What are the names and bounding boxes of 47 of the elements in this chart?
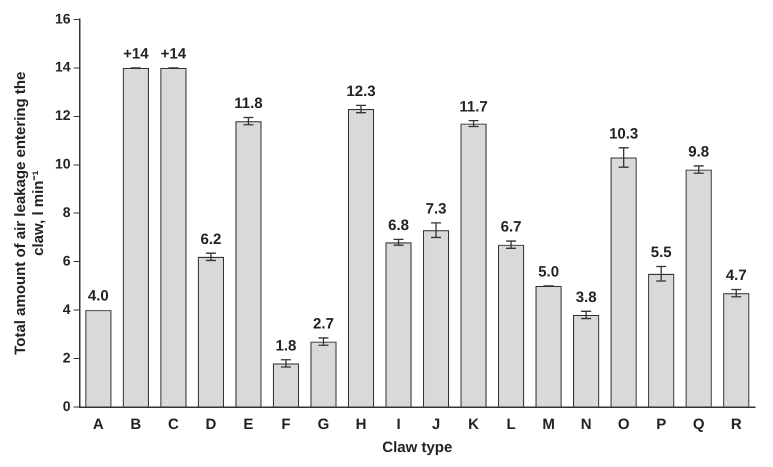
- x-tick-label: P: [656, 416, 666, 434]
- data-label: 7.3: [426, 200, 446, 218]
- data-label: 6.7: [500, 218, 522, 236]
- x-tick-label: J: [432, 416, 440, 434]
- x-tick-label: D: [205, 416, 216, 434]
- data-label: 12.3: [346, 83, 376, 100]
- data-label: 5.5: [650, 244, 672, 262]
- x-tick-label: O: [618, 416, 630, 434]
- y-tick-label: 12: [54, 107, 71, 124]
- y-tick-label: 2: [62, 349, 71, 366]
- y-tick-label: 0: [62, 398, 71, 414]
- data-label: +14: [160, 45, 187, 62]
- x-tick-label: H: [356, 416, 366, 434]
- y-tick-label: 10: [54, 156, 71, 172]
- x-tick-label: K: [468, 416, 480, 434]
- data-label: 11.7: [459, 98, 488, 116]
- x-axis-title: Claw type: [382, 439, 452, 456]
- data-label: 4.0: [88, 288, 109, 305]
- y-axis-title: Total amount of air leakage entering the claw, l min⁻¹: [12, 72, 48, 355]
- x-tick-label: E: [243, 416, 254, 434]
- data-label: 4.7: [726, 267, 747, 284]
- data-label: 10.3: [609, 125, 638, 142]
- x-tick-label: Q: [692, 416, 705, 434]
- data-label: 1.8: [276, 337, 296, 354]
- x-tick-label: B: [130, 416, 142, 434]
- x-tick-label: G: [318, 416, 330, 434]
- x-tick-label: C: [168, 416, 179, 434]
- x-tick-label: N: [580, 416, 592, 434]
- y-tick-label: 14: [54, 58, 71, 75]
- data-label: 3.8: [576, 288, 597, 306]
- x-tick-label: I: [396, 416, 401, 434]
- data-label: 6.2: [200, 230, 222, 248]
- x-tick-label: A: [92, 416, 104, 434]
- data-label: 11.8: [234, 95, 263, 112]
- y-tick-label: 16: [54, 10, 71, 26]
- y-tick-label: 6: [62, 252, 71, 269]
- y-tick-label: 8: [62, 204, 71, 220]
- data-label: +14: [123, 45, 150, 62]
- data-label: 2.7: [313, 316, 334, 333]
- y-tick-label: 4: [62, 300, 71, 317]
- x-tick-label: M: [542, 416, 555, 434]
- data-label: 9.8: [688, 144, 710, 161]
- x-tick-label: F: [281, 416, 291, 434]
- data-label: 6.8: [388, 217, 409, 234]
- data-label: 5.0: [538, 264, 560, 281]
- x-tick-label: L: [506, 416, 516, 434]
- x-tick-label: R: [730, 416, 742, 434]
